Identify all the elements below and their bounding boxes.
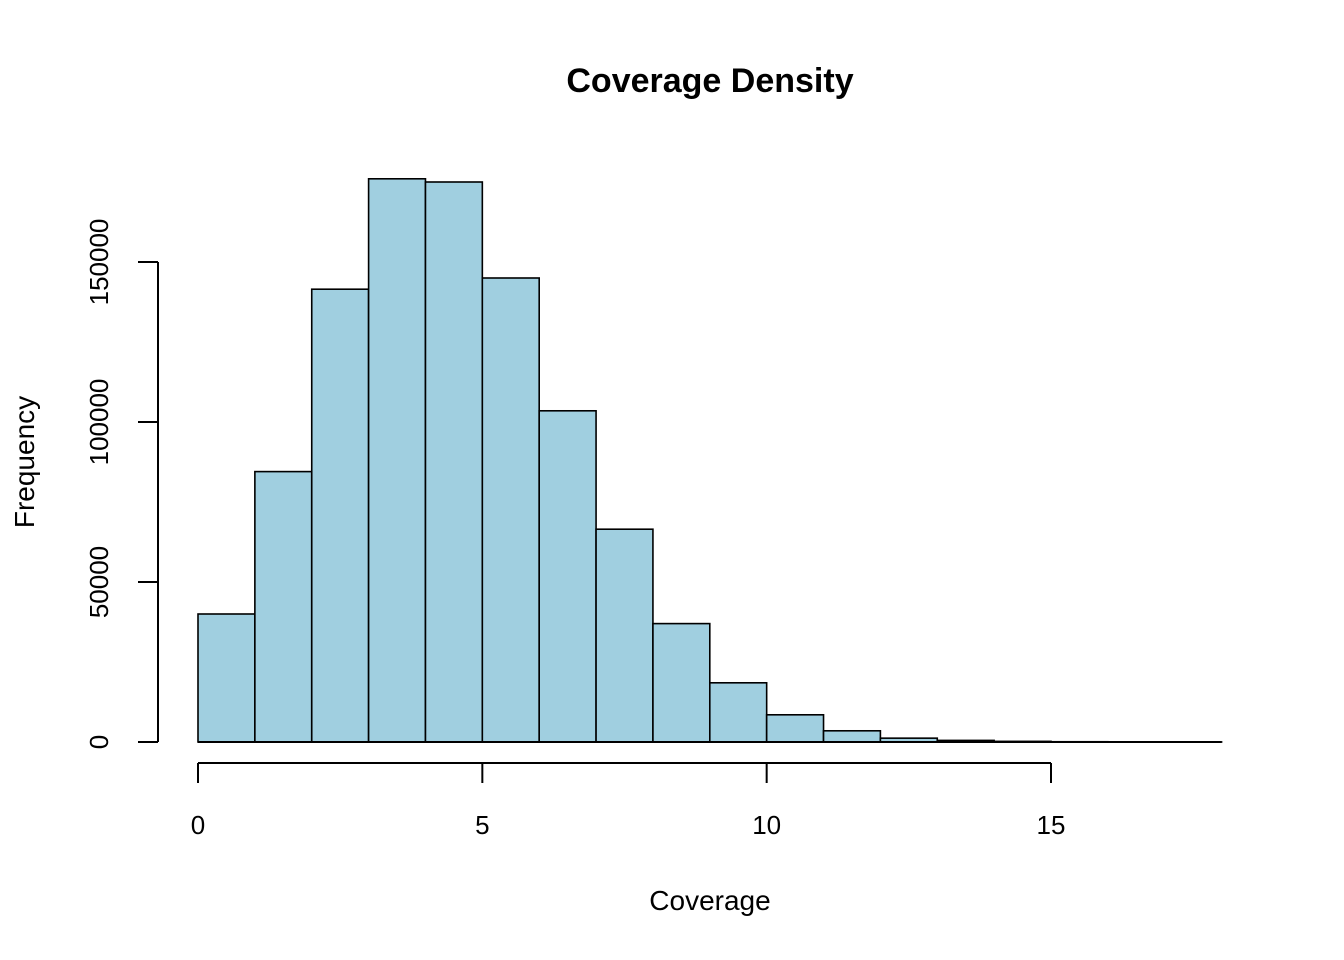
x-tick-label: 0: [191, 810, 205, 840]
histogram-bar: [424, 181, 484, 743]
histogram-bar: [538, 409, 597, 743]
histogram-bar: [708, 681, 768, 743]
x-axis-label: Coverage: [649, 885, 770, 916]
y-tick-label: 50000: [84, 546, 114, 618]
x-tick-label: 5: [475, 810, 489, 840]
histogram-bar: [310, 288, 370, 743]
histogram-bar: [765, 713, 825, 743]
histogram-bar: [254, 470, 313, 743]
y-tick-label: 100000: [84, 379, 114, 466]
y-tick-label: 150000: [84, 219, 114, 306]
histogram-bar: [481, 277, 541, 743]
histogram-bar: [822, 729, 882, 743]
chart-title: Coverage Density: [566, 62, 853, 100]
histogram-bar: [595, 528, 654, 743]
x-axis: 0 5 10 15: [191, 762, 1066, 840]
x-tick-label: 15: [1037, 810, 1066, 840]
y-tick-label: 0: [84, 735, 114, 749]
y-axis: 0 50000 100000 150000: [84, 219, 159, 749]
bars-group: [197, 178, 1223, 743]
histogram-bar: [652, 622, 711, 743]
x-tick-label: 10: [752, 810, 781, 840]
histogram-bar: [197, 613, 256, 743]
y-axis-label: Frequency: [9, 396, 40, 528]
histogram-bar: [367, 178, 427, 743]
